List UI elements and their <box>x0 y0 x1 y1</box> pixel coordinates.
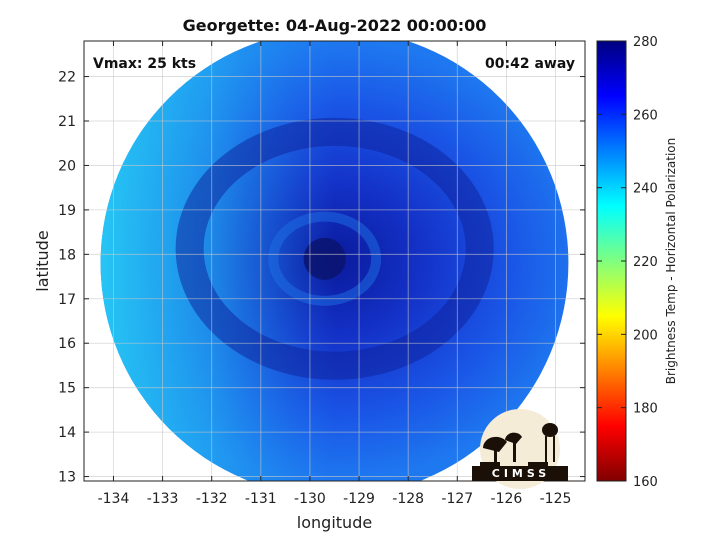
y-tick-label: 15 <box>58 381 76 397</box>
colorbar-label: Brightness Temp - Horizontal Polarizatio… <box>664 138 678 385</box>
time-offset-annotation: 00:42 away <box>485 56 575 72</box>
x-tick-label: -132 <box>196 491 228 507</box>
vmax-annotation: Vmax: 25 kts <box>93 56 196 72</box>
y-tick-label: 19 <box>58 203 76 219</box>
colorbar-tick-label: 160 <box>633 475 658 490</box>
x-tick-label: -130 <box>294 491 326 507</box>
colorbar: 160 180 200 220 240 260 280 Brightness Temp - … <box>596 35 678 490</box>
x-axis-label: longitude <box>297 513 372 532</box>
cimss-logo: CIMSS <box>472 409 568 489</box>
y-tick-label: 14 <box>58 425 76 441</box>
x-tick-label: -129 <box>343 491 375 507</box>
colorbar-ticks: 160 180 200 220 240 260 280 <box>597 35 658 490</box>
colorbar-tick-label: 260 <box>633 108 658 123</box>
colorbar-tick-label: 240 <box>633 182 658 197</box>
y-tick-label: 16 <box>58 336 76 352</box>
x-tick-label: -133 <box>147 491 179 507</box>
logo-text: CIMSS <box>492 467 550 480</box>
y-tick-label: 20 <box>58 158 76 174</box>
x-tick-label: -128 <box>392 491 424 507</box>
y-tick-label: 18 <box>58 247 76 263</box>
y-axis-label: latitude <box>33 230 52 291</box>
x-tick-label: -127 <box>441 491 473 507</box>
colorbar-tick-label: 280 <box>633 35 658 50</box>
x-tick-label: -126 <box>491 491 523 507</box>
colorbar-tick-label: 200 <box>633 328 658 343</box>
y-tick-label: 21 <box>58 114 76 130</box>
colorbar-tick-label: 180 <box>633 402 658 417</box>
storm-core <box>303 237 346 280</box>
x-tick-label: -134 <box>98 491 130 507</box>
chart-title: Georgette: 04-Aug-2022 00:00:00 <box>183 16 487 35</box>
x-axis-ticks: -134 -133 -132 -131 -130 -129 -128 -127 -126 -125 <box>98 41 572 507</box>
colorbar-tick-label: 220 <box>633 255 658 270</box>
y-axis-ticks: 13 14 15 16 17 18 19 20 21 22 <box>58 70 585 486</box>
brightness-temp-swath <box>100 41 569 481</box>
grid-lines <box>84 41 585 481</box>
x-tick-label: -125 <box>540 491 572 507</box>
y-tick-label: 22 <box>58 70 76 86</box>
x-tick-label: -131 <box>245 491 277 507</box>
y-tick-label: 17 <box>58 292 76 308</box>
axes-frame <box>83 40 586 482</box>
y-tick-label: 13 <box>58 470 76 486</box>
